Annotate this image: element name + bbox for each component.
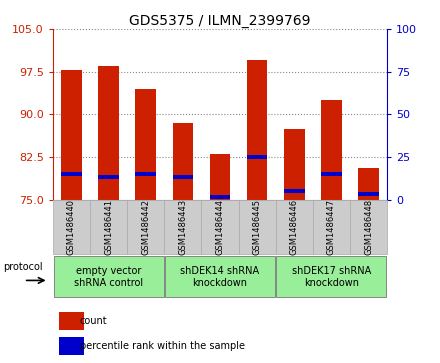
- Bar: [59, 312, 84, 330]
- Bar: [313, 200, 350, 254]
- Bar: [247, 60, 268, 200]
- Bar: [136, 172, 156, 176]
- Text: GSM1486446: GSM1486446: [290, 199, 299, 255]
- Bar: [350, 200, 387, 254]
- Text: GSM1486448: GSM1486448: [364, 199, 373, 255]
- Bar: [165, 256, 275, 297]
- Bar: [59, 337, 84, 355]
- Text: count: count: [80, 316, 107, 326]
- Bar: [172, 175, 193, 179]
- Bar: [276, 200, 313, 254]
- Bar: [321, 172, 342, 176]
- Bar: [61, 172, 81, 176]
- Bar: [359, 168, 379, 200]
- Bar: [90, 200, 127, 254]
- Bar: [238, 200, 276, 254]
- Bar: [321, 100, 342, 200]
- Bar: [359, 192, 379, 196]
- Bar: [284, 129, 304, 200]
- Bar: [98, 66, 119, 200]
- Bar: [247, 155, 268, 159]
- Title: GDS5375 / ILMN_2399769: GDS5375 / ILMN_2399769: [129, 14, 311, 28]
- Text: shDEK17 shRNA
knockdown: shDEK17 shRNA knockdown: [292, 266, 371, 287]
- Bar: [210, 154, 230, 200]
- Text: GSM1486444: GSM1486444: [216, 199, 224, 255]
- Bar: [202, 200, 238, 254]
- Text: protocol: protocol: [3, 262, 42, 272]
- Text: GSM1486440: GSM1486440: [67, 199, 76, 255]
- Text: GSM1486447: GSM1486447: [327, 199, 336, 255]
- Bar: [127, 200, 164, 254]
- Bar: [284, 189, 304, 193]
- Text: empty vector
shRNA control: empty vector shRNA control: [74, 266, 143, 287]
- Bar: [53, 200, 90, 254]
- Bar: [276, 256, 386, 297]
- Text: GSM1486442: GSM1486442: [141, 199, 150, 255]
- Bar: [54, 256, 164, 297]
- Bar: [164, 200, 202, 254]
- Bar: [210, 195, 230, 199]
- Bar: [61, 70, 81, 200]
- Text: shDEK14 shRNA
knockdown: shDEK14 shRNA knockdown: [180, 266, 260, 287]
- Text: GSM1486443: GSM1486443: [178, 199, 187, 255]
- Text: GSM1486445: GSM1486445: [253, 199, 262, 255]
- Bar: [136, 89, 156, 200]
- Bar: [172, 123, 193, 200]
- Text: GSM1486441: GSM1486441: [104, 199, 113, 255]
- Text: percentile rank within the sample: percentile rank within the sample: [80, 341, 245, 351]
- Bar: [98, 175, 119, 179]
